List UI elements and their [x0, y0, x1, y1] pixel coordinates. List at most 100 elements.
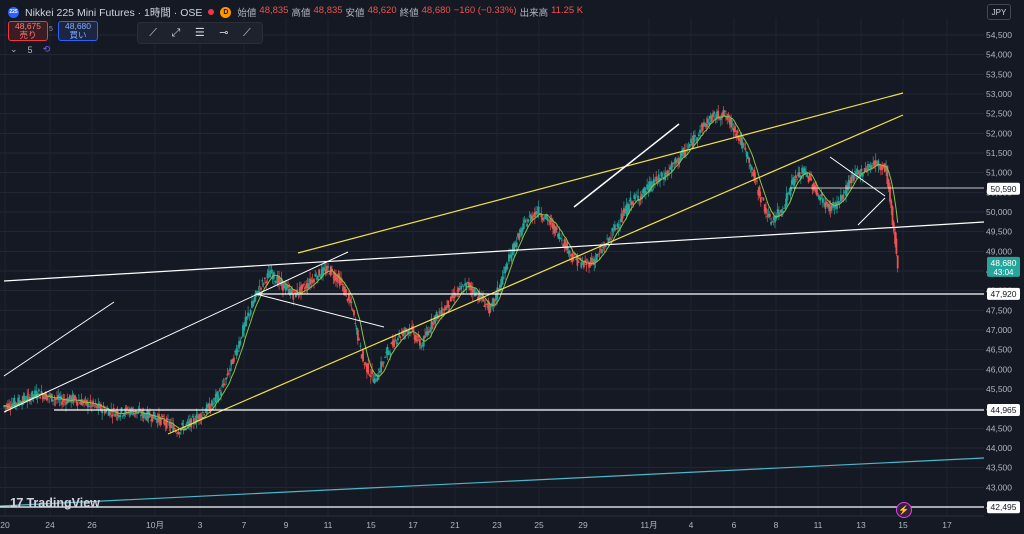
buy-button[interactable]: 48,680 買い [58, 21, 98, 41]
candle-body [659, 177, 661, 181]
candle-body [780, 209, 783, 213]
candle-body [238, 341, 240, 349]
candle-body [457, 287, 460, 292]
candle-body [199, 413, 202, 420]
candle-body [461, 285, 464, 287]
indicator-settings-icon[interactable]: ⟲ [42, 44, 51, 54]
trend-line-icon[interactable]: ⟋ [149, 26, 157, 39]
y-tick-label: 51,000 [986, 168, 1012, 178]
candle-body [518, 233, 521, 240]
candle-body [214, 393, 217, 403]
candle-body [101, 410, 104, 414]
y-tick-label: 53,500 [986, 69, 1012, 79]
candle-body [390, 342, 393, 345]
candle-body [375, 374, 377, 377]
candle-body [890, 200, 893, 209]
time-axis: 20 24 26 10月 3 7 9 11 15 17 21 23 25 29 11月 4 6 8 11 13 15 17 [0, 515, 984, 530]
candle-body [540, 213, 543, 218]
candle-body [604, 246, 607, 247]
candle-body [740, 136, 743, 146]
candle-body [624, 208, 627, 213]
candle-body [218, 390, 221, 391]
x-tick-label: 11 [814, 520, 823, 530]
candle-body [176, 433, 178, 434]
candle-body [710, 115, 713, 123]
candle-body [593, 258, 596, 265]
candle-body [750, 166, 753, 171]
candle-body [515, 242, 518, 248]
candle-body [53, 398, 56, 400]
x-tick-label: 13 [856, 520, 866, 530]
candle-body [632, 201, 634, 205]
candle-body [380, 361, 383, 373]
candle-body [664, 172, 667, 180]
candle-body [305, 285, 308, 289]
candle-body [254, 290, 257, 298]
candle-body [367, 363, 370, 374]
candle-body [792, 177, 794, 185]
candle-body [111, 414, 114, 417]
candle-body [452, 295, 455, 298]
parallel-channel-icon[interactable]: ☰ [194, 26, 205, 39]
candle-body [549, 218, 552, 225]
x-tick-label: 21 [450, 520, 460, 530]
candle-body [301, 284, 304, 289]
candle-body [80, 399, 83, 406]
candle-body [833, 204, 836, 208]
horizontal-ray-icon[interactable]: ⊸ [219, 26, 229, 39]
candle-body [398, 332, 401, 337]
sell-button[interactable]: 48,675 売り [8, 21, 48, 41]
candle-body [867, 164, 869, 171]
candle-body [133, 412, 136, 415]
candle-body [500, 279, 503, 287]
collapse-chevron-icon[interactable]: ⌄ [10, 44, 18, 54]
candle-body [592, 261, 594, 265]
candle-body [655, 176, 658, 182]
x-tick-label: 11 [324, 520, 333, 530]
candle-body [378, 371, 381, 373]
candle-body [187, 421, 190, 425]
candle-body [109, 409, 111, 416]
extended-line-icon[interactable]: ⟋ [243, 26, 251, 39]
candle-body [227, 373, 230, 375]
candle-body [269, 272, 271, 278]
candle-body [446, 305, 448, 308]
candle-body [207, 404, 209, 408]
candle-body [83, 399, 85, 403]
candle-body [155, 418, 158, 420]
candle-body [243, 323, 246, 331]
candle-body [72, 395, 75, 403]
candle-body [542, 219, 545, 221]
candle-body [837, 201, 840, 204]
candle-body [581, 262, 584, 265]
candle-body [225, 377, 228, 380]
candle-body [567, 251, 570, 254]
x-tick-label: 6 [732, 520, 737, 530]
candle-body [785, 193, 788, 206]
lightning-icon[interactable]: ⚡ [896, 502, 912, 518]
candle-body [816, 192, 819, 195]
ray-icon[interactable]: ⤢ [171, 26, 181, 39]
candle-body [850, 176, 853, 184]
symbol-title[interactable]: Nikkei 225 Mini Futures · 1時間 · OSE [25, 6, 203, 19]
candle-body [492, 298, 495, 306]
candle-body [464, 283, 466, 286]
candle-body [287, 285, 290, 288]
candle-body [23, 395, 26, 401]
currency-selector[interactable]: JPY [987, 4, 1011, 20]
candle-body [789, 187, 792, 196]
candle-body [731, 123, 734, 125]
candle-body [304, 287, 306, 290]
candle-body [90, 404, 93, 408]
candle-body [767, 213, 770, 217]
candle-body [52, 400, 54, 401]
candle-body [143, 413, 146, 417]
candle-body [851, 175, 854, 178]
candle-body [456, 290, 459, 292]
close-label: 終値 [399, 8, 419, 19]
candle-body [125, 407, 128, 410]
candle-body [195, 414, 198, 423]
candle-body [638, 200, 641, 202]
candle-body [192, 418, 195, 423]
